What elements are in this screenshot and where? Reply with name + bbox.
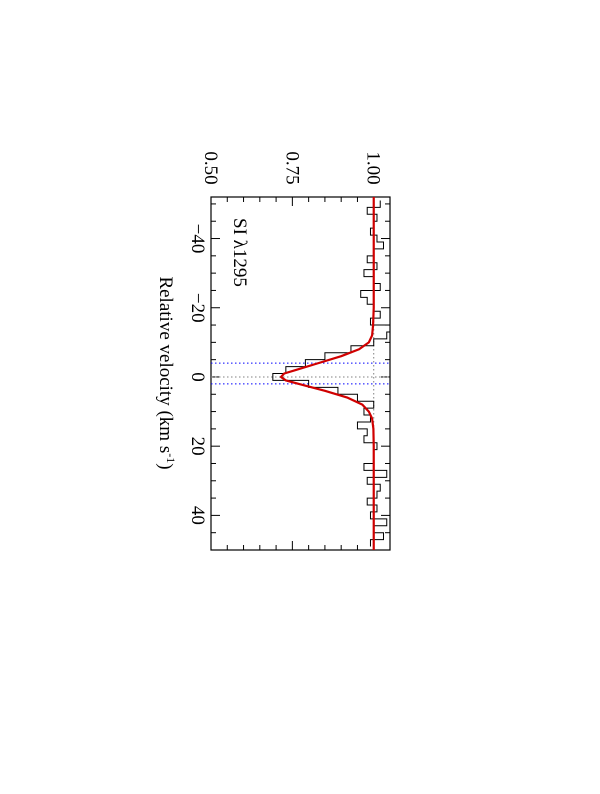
x-tick-label: −20 [187, 293, 208, 323]
x-axis-label: Relative velocity (km s-1) [155, 276, 178, 469]
axis-ticks [210, 197, 391, 551]
x-tick-label: −40 [187, 224, 208, 254]
y-tick-label: 0.50 [200, 151, 221, 184]
axis-tick-labels: −40 −20 0 20 40 0.50 0.75 1.00 [187, 151, 384, 525]
plot-frame [210, 196, 391, 551]
x-axis-label-close: ) [155, 463, 176, 469]
observed-spectrum [272, 200, 391, 547]
y-tick-label: 1.00 [363, 151, 384, 184]
x-tick-label: 40 [187, 506, 208, 525]
x-tick-label: 20 [187, 437, 208, 456]
y-tick-label: 0.75 [281, 151, 302, 184]
data-series [272, 197, 391, 550]
x-axis-label-exponent: -1 [164, 453, 178, 463]
fitted-profile [279, 197, 375, 550]
x-axis-label-text: Relative velocity (km s [155, 276, 176, 453]
line-annotation: SI λ1295 [229, 218, 250, 287]
x-tick-label: 0 [187, 372, 208, 382]
